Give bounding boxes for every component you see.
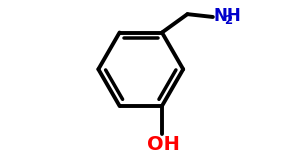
- Text: OH: OH: [147, 135, 180, 154]
- Text: NH: NH: [214, 7, 241, 25]
- Text: 2: 2: [225, 14, 233, 27]
